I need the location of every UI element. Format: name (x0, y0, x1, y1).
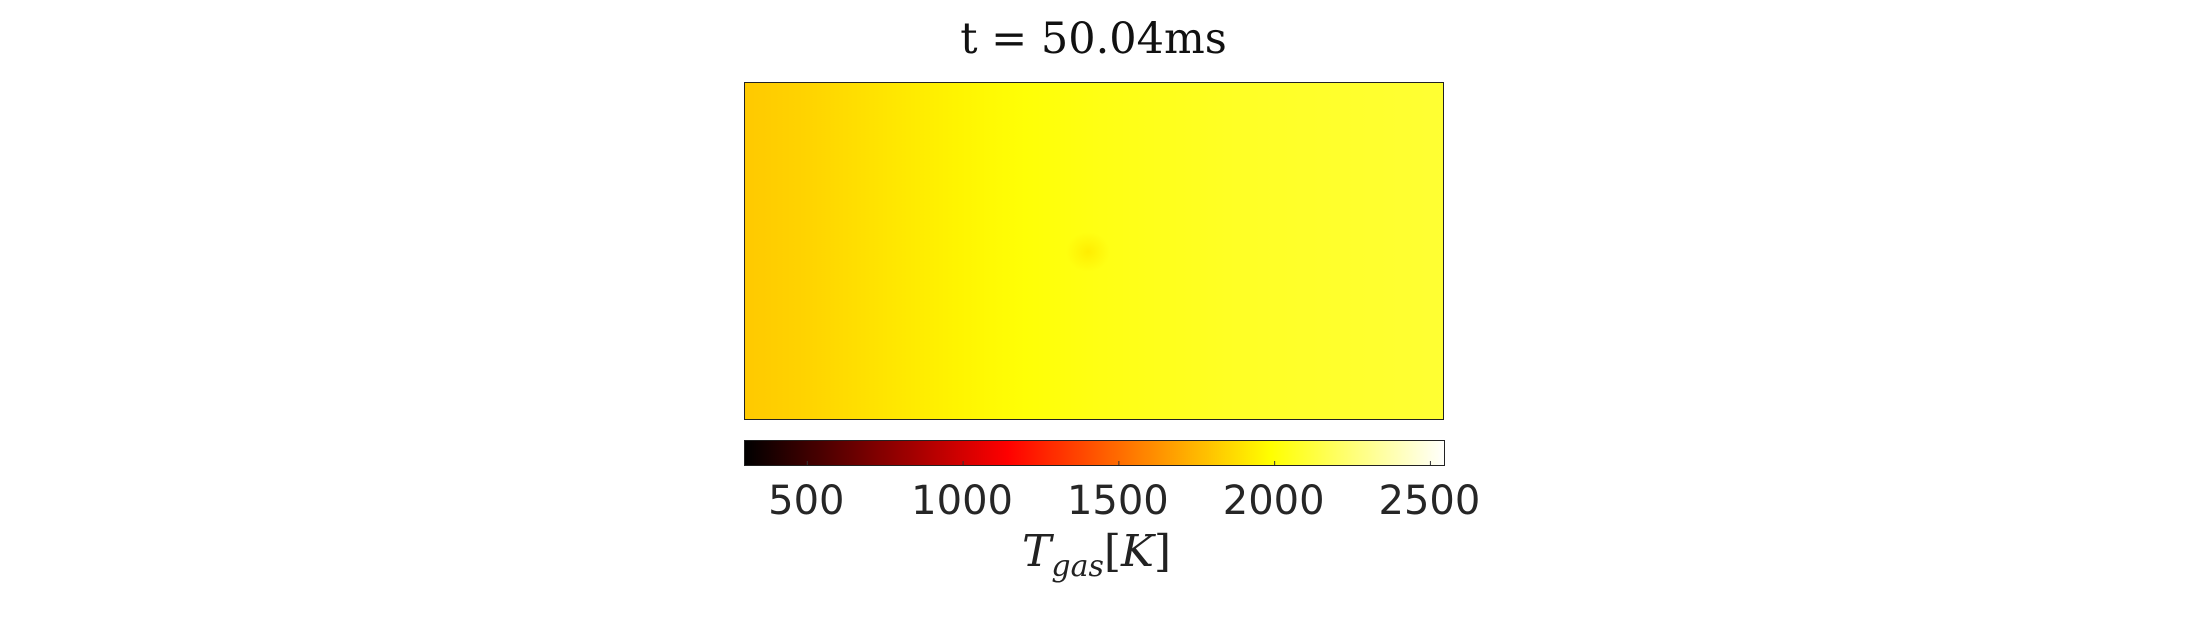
colorbar-label-subscript: gas (1051, 549, 1104, 584)
colorbar-gradient (745, 441, 1444, 465)
colorbar (744, 440, 1445, 466)
temperature-field-plot (744, 82, 1444, 420)
colorbar-tick-label: 500 (768, 478, 845, 524)
plot-title: t = 50.04ms (960, 14, 1227, 64)
colorbar-tick-label: 1500 (1066, 478, 1169, 524)
colorbar-tick-labels: 500 1000 1500 2000 2500 (744, 466, 1480, 526)
colorbar-tick-marks (806, 461, 1431, 465)
colorbar-label: Tgas[K] (1022, 526, 1172, 584)
colorbar-tick-label: 1000 (911, 478, 1013, 524)
colorbar-label-var: T (1022, 526, 1052, 577)
temperature-hot-spot (1066, 232, 1110, 272)
colorbar-svg (745, 441, 1444, 465)
colorbar-tick-label: 2000 (1222, 478, 1325, 524)
colorbar-label-unit: K (1121, 526, 1154, 577)
temperature-field-svg (745, 83, 1443, 419)
colorbar-tick-label: 2500 (1378, 478, 1481, 524)
